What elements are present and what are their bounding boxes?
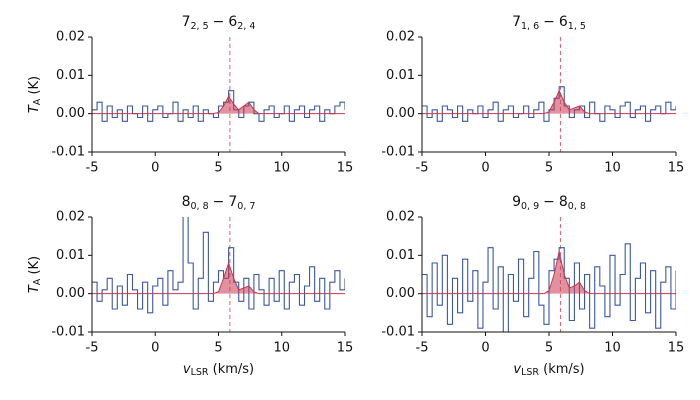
x-axis-label: vLSR (km/s) xyxy=(513,362,584,378)
y-tick-label: -0.01 xyxy=(51,145,85,160)
x-tick-label: 15 xyxy=(337,341,354,356)
title-sep: − xyxy=(543,194,555,210)
x-axis-label-symbol: v xyxy=(183,362,191,377)
x-axis-label-unit: (km/s) xyxy=(213,362,255,377)
y-tick-label: 0.01 xyxy=(56,248,85,263)
model-line xyxy=(92,261,345,295)
y-tick-label: 0.01 xyxy=(386,68,415,83)
x-axis-label: vLSR (km/s) xyxy=(183,362,254,378)
y-axis-label: TA (K) xyxy=(27,256,43,293)
x-axis-label-symbol: v xyxy=(513,362,521,377)
x-axis-label-unit: (km/s) xyxy=(543,362,585,377)
title-lower: 6 xyxy=(228,14,237,30)
x-tick-label: 10 xyxy=(273,341,290,356)
spectrum-line xyxy=(422,243,676,332)
x-tick-label: 5 xyxy=(545,161,553,176)
x-tick-label: 5 xyxy=(214,341,222,356)
y-tick-label: -0.01 xyxy=(51,325,85,340)
panel-title: 71, 6−61, 5 xyxy=(512,14,586,32)
model-line xyxy=(92,95,345,115)
y-tick-label: 0.00 xyxy=(386,106,415,121)
title-upper: 7 xyxy=(182,14,191,30)
title-lower-sub: 1, 5 xyxy=(568,21,586,32)
y-tick-label: 0.02 xyxy=(386,210,415,225)
x-tick-label: 15 xyxy=(668,161,685,176)
title-sep: − xyxy=(213,14,225,30)
spectrum-line xyxy=(92,90,345,122)
title-sep: − xyxy=(543,14,555,30)
x-tick-label: 10 xyxy=(273,161,290,176)
title-lower: 6 xyxy=(559,14,568,30)
title-lower-sub: 0, 8 xyxy=(568,201,586,212)
x-tick-label: 10 xyxy=(604,161,621,176)
x-tick-label: 15 xyxy=(337,161,354,176)
title-sep: − xyxy=(213,194,225,210)
title-upper: 9 xyxy=(512,194,521,210)
x-tick-label: -5 xyxy=(86,161,99,176)
title-upper-sub: 2, 5 xyxy=(190,21,208,32)
x-tick-label: 5 xyxy=(545,341,553,356)
x-axis-label-subscript: LSR xyxy=(521,367,539,378)
x-tick-label: -5 xyxy=(86,341,99,356)
title-upper: 7 xyxy=(512,14,521,30)
x-tick-label: -5 xyxy=(416,341,429,356)
x-tick-label: 0 xyxy=(481,341,489,356)
y-axis-label-subscript: A xyxy=(32,98,43,105)
x-tick-label: -5 xyxy=(416,161,429,176)
panel-title: 80, 8−70, 7 xyxy=(182,194,256,212)
spectrum-line xyxy=(92,217,345,314)
y-tick-label: 0.02 xyxy=(386,30,415,45)
spectrum-line xyxy=(422,86,676,122)
panel: -0.01 0.00 0.01 0.02 -5 0 5 10 15 72, 5−62, 4 TA (… xyxy=(27,14,354,176)
title-lower-sub: 2, 4 xyxy=(237,21,255,32)
title-upper: 8 xyxy=(182,194,191,210)
y-tick-label: -0.01 xyxy=(381,325,415,340)
panel-title: 90, 9−80, 8 xyxy=(512,194,586,212)
y-tick-label: 0.01 xyxy=(386,248,415,263)
y-tick-label: 0.01 xyxy=(56,68,85,83)
y-tick-label: 0.00 xyxy=(386,286,415,301)
panel: -0.01 0.00 0.01 0.02 -5 0 5 10 15 71, 6−61, 5 xyxy=(381,14,684,176)
y-axis-label-symbol: T xyxy=(27,104,42,113)
y-axis-label: TA (K) xyxy=(27,76,43,113)
y-axis-label-symbol: T xyxy=(27,284,42,293)
y-tick-label: 0.02 xyxy=(56,210,85,225)
y-tick-label: 0.00 xyxy=(56,286,85,301)
y-axis-label-subscript: A xyxy=(32,278,43,285)
title-upper-sub: 0, 8 xyxy=(190,201,208,212)
title-lower: 7 xyxy=(228,194,237,210)
x-tick-label: 0 xyxy=(151,341,159,356)
x-tick-label: 10 xyxy=(604,341,621,356)
y-tick-label: 0.02 xyxy=(56,30,85,45)
title-lower-sub: 0, 7 xyxy=(237,201,255,212)
title-upper-sub: 0, 9 xyxy=(521,201,539,212)
y-axis-label-unit: (K) xyxy=(27,76,42,95)
x-axis-label-subscript: LSR xyxy=(191,367,209,378)
panel: -0.01 0.00 0.01 0.02 -5 0 5 10 15 80, 8−70, 7 TA (… xyxy=(27,194,354,378)
y-tick-label: -0.01 xyxy=(381,145,415,160)
y-axis-label-unit: (K) xyxy=(27,256,42,275)
x-tick-label: 5 xyxy=(214,161,222,176)
y-tick-label: 0.00 xyxy=(56,106,85,121)
model-line xyxy=(422,89,676,115)
title-upper-sub: 1, 6 xyxy=(521,21,539,32)
x-tick-label: 0 xyxy=(151,161,159,176)
title-lower: 8 xyxy=(559,194,568,210)
panel-title: 72, 5−62, 4 xyxy=(182,14,256,32)
x-tick-label: 15 xyxy=(668,341,685,356)
model-line xyxy=(422,251,676,295)
panel: -0.01 0.00 0.01 0.02 -5 0 5 10 15 90, 9−80, 8 vLSR… xyxy=(381,194,684,378)
x-tick-label: 0 xyxy=(481,161,489,176)
